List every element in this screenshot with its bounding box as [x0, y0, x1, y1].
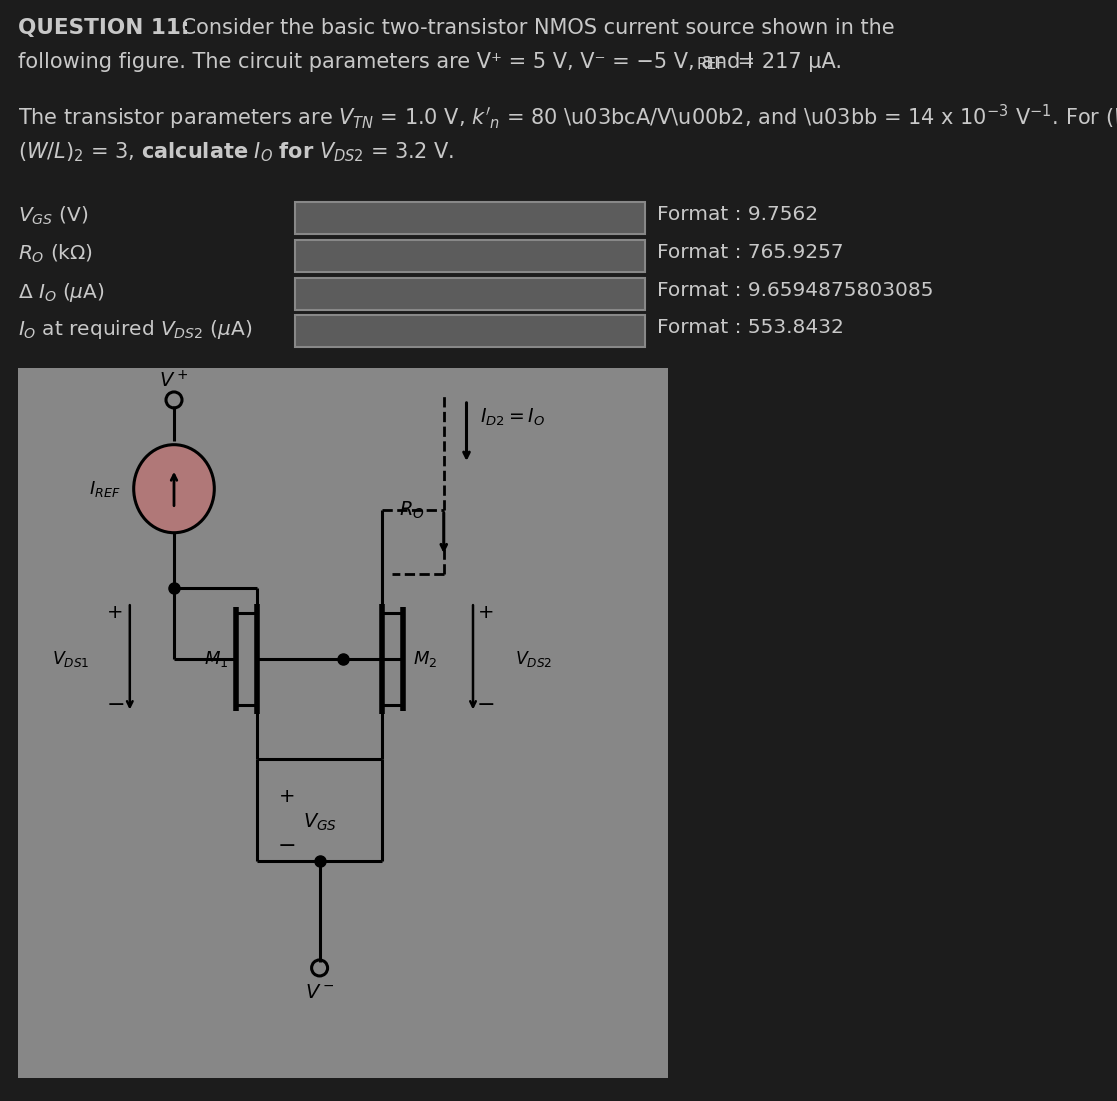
Text: −: −: [106, 695, 125, 716]
Text: = 217 μA.: = 217 μA.: [731, 52, 842, 72]
Text: +: +: [279, 786, 295, 806]
Text: QUESTION 11:: QUESTION 11:: [18, 18, 190, 39]
Bar: [295, 277, 645, 310]
Text: Format : 765.9257: Format : 765.9257: [657, 243, 843, 262]
Text: $V_{GS}$: $V_{GS}$: [303, 811, 336, 833]
Bar: [295, 315, 645, 347]
Bar: [295, 240, 645, 272]
Text: $M_1$: $M_1$: [203, 650, 228, 669]
Bar: [18, 368, 668, 1078]
Text: Format : 9.6594875803085: Format : 9.6594875803085: [657, 281, 934, 299]
Bar: [295, 201, 645, 235]
Text: $I_{REF}$: $I_{REF}$: [89, 479, 121, 499]
Text: −: −: [477, 695, 495, 716]
Text: following figure. The circuit parameters are V⁺ = 5 V, V⁻ = −5 V, and I: following figure. The circuit parameters…: [18, 52, 753, 72]
Text: $V_{DS1}$: $V_{DS1}$: [51, 650, 89, 669]
Text: $V_{GS}$ (V): $V_{GS}$ (V): [18, 205, 88, 227]
Text: +: +: [478, 603, 494, 622]
Text: $\Delta$ $I_O$ ($\mu$A): $\Delta$ $I_O$ ($\mu$A): [18, 281, 105, 304]
Text: Consider the basic two-transistor NMOS current source shown in the: Consider the basic two-transistor NMOS c…: [175, 18, 895, 39]
Text: Format : 9.7562: Format : 9.7562: [657, 205, 818, 224]
Text: $(W/L)_2$ = 3, $\bf{calculate}$ $I_O$ $\bf{for}$ $V_{DS2}$ = 3.2 V.: $(W/L)_2$ = 3, $\bf{calculate}$ $I_O$ $\…: [18, 140, 454, 164]
Text: Format : 553.8432: Format : 553.8432: [657, 318, 843, 337]
Text: $R_O$: $R_O$: [399, 500, 424, 521]
Text: $R_O$ (k$\Omega$): $R_O$ (k$\Omega$): [18, 243, 93, 265]
Text: $M_2$: $M_2$: [413, 650, 438, 669]
Text: +: +: [107, 603, 124, 622]
Ellipse shape: [134, 445, 214, 533]
Text: $I_O$ at required $V_{DS2}$ ($\mu$A): $I_O$ at required $V_{DS2}$ ($\mu$A): [18, 318, 252, 341]
Text: $V_{DS2}$: $V_{DS2}$: [515, 650, 553, 669]
Text: $V^-$: $V^-$: [305, 983, 334, 1002]
Text: −: −: [278, 836, 296, 855]
Text: REF: REF: [697, 57, 726, 72]
Text: $I_{D2} = I_O$: $I_{D2} = I_O$: [479, 407, 544, 428]
Text: $V^+$: $V^+$: [160, 370, 189, 392]
Text: The transistor parameters are $V_{TN}$ = 1.0 V, $k'_n$ = 80 \u03bcA/V\u00b2, and: The transistor parameters are $V_{TN}$ =…: [18, 103, 1117, 132]
